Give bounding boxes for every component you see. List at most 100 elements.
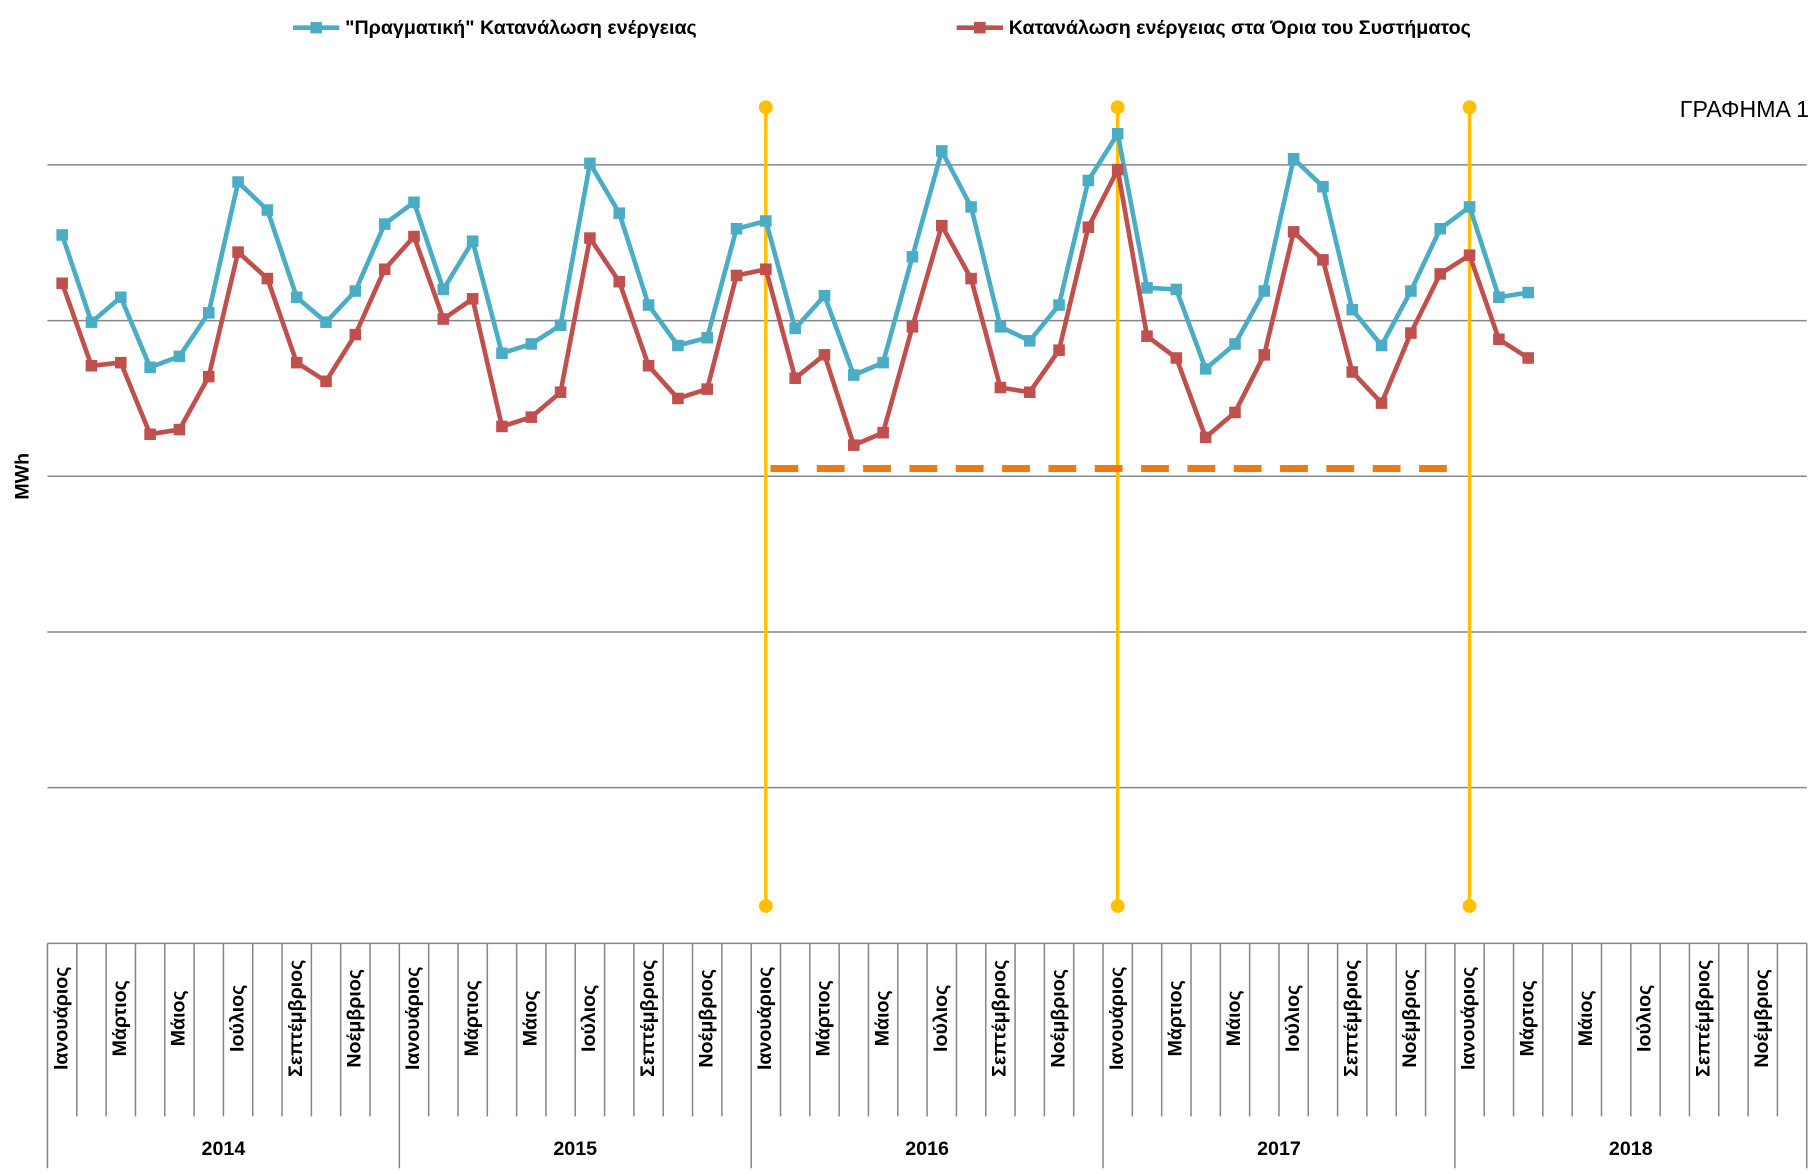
x-tick-label: Σεπτέμβριος: [285, 960, 307, 1077]
data-point: [994, 321, 1007, 333]
data-point: [408, 230, 420, 243]
data-point: [672, 339, 684, 352]
data-point: [935, 219, 948, 232]
data-point: [114, 356, 127, 369]
x-tick-label: Μάιος: [168, 990, 190, 1046]
x-tick-label: Μάιος: [1575, 990, 1597, 1046]
data-point: [1023, 386, 1036, 398]
data-point: [1229, 406, 1241, 419]
data-point: [730, 222, 743, 235]
x-tick-label: Μάρτιος: [109, 980, 131, 1056]
data-point: [1111, 128, 1124, 140]
data-point: [613, 207, 626, 219]
data-point: [1199, 363, 1212, 375]
data-point: [320, 375, 332, 388]
data-point: [232, 176, 244, 188]
data-point: [232, 246, 244, 258]
x-tick-label: Σεπτέμβριος: [989, 960, 1011, 1077]
data-point: [701, 383, 713, 395]
x-tick-label: Μάρτιος: [461, 980, 483, 1056]
data-point: [85, 316, 98, 328]
x-tick-label: Σεπτέμβριος: [1692, 960, 1714, 1077]
y-axis-label: MWh: [11, 453, 33, 500]
x-tick-label: Σεπτέμβριος: [1340, 960, 1362, 1077]
legend-label: "Πραγματική" Κατανάλωση ενέργειας: [345, 17, 697, 39]
data-point: [85, 359, 98, 372]
data-point: [994, 381, 1007, 394]
reference-end: [1462, 899, 1477, 913]
x-tick-label: Ιανουάριος: [402, 967, 424, 1070]
data-point: [1493, 291, 1505, 304]
reference-end: [1110, 899, 1125, 913]
x-tick-label: Σεπτέμβριος: [637, 960, 659, 1077]
data-point: [642, 359, 655, 372]
data-point: [760, 215, 772, 227]
data-point: [202, 307, 215, 319]
data-point: [202, 370, 215, 383]
data-point: [877, 426, 889, 439]
data-point: [1229, 338, 1241, 350]
legend-marker: [974, 21, 986, 34]
data-point: [965, 272, 977, 285]
data-point: [613, 275, 626, 288]
data-point: [965, 201, 977, 213]
data-point: [848, 369, 860, 381]
data-point: [1287, 226, 1300, 238]
x-tick-label: Ιανουάριος: [1458, 967, 1480, 1070]
data-point: [349, 328, 362, 341]
x-tick-label: Ιούλιος: [930, 985, 952, 1052]
data-point: [466, 235, 479, 247]
data-point: [408, 196, 420, 209]
data-point: [173, 350, 186, 363]
data-point: [437, 283, 450, 296]
data-point: [1141, 282, 1153, 294]
year-label: 2015: [553, 1138, 597, 1160]
data-point: [701, 331, 713, 344]
year-label: 2016: [905, 1138, 949, 1160]
data-point: [1053, 344, 1065, 356]
data-point: [760, 263, 772, 275]
data-point: [1258, 349, 1271, 361]
data-point: [554, 386, 567, 398]
year-label: 2018: [1609, 1138, 1653, 1160]
data-point: [1375, 397, 1388, 409]
x-tick-label: Μάιος: [871, 990, 893, 1046]
data-point: [320, 316, 332, 328]
data-point: [1082, 221, 1095, 233]
data-point: [290, 356, 303, 369]
x-tick-label: Νοέμβριος: [344, 969, 366, 1068]
data-point: [1082, 174, 1095, 187]
data-point: [1522, 352, 1534, 364]
data-point: [1405, 327, 1417, 339]
data-point: [496, 420, 508, 433]
data-point: [1346, 303, 1359, 316]
x-tick-label: Ιανουάριος: [1106, 967, 1128, 1070]
data-point: [1258, 285, 1271, 297]
data-point: [584, 157, 596, 170]
data-point: [1522, 286, 1534, 299]
data-point: [1493, 333, 1505, 346]
data-point: [378, 263, 391, 275]
data-point: [642, 299, 655, 311]
x-tick-label: Ιούλιος: [578, 985, 600, 1052]
year-label: 2014: [202, 1138, 246, 1160]
x-tick-label: Νοέμβριος: [1399, 969, 1421, 1068]
data-point: [1434, 222, 1447, 235]
reference-end: [758, 100, 773, 115]
x-tick-label: Μάιος: [519, 990, 541, 1046]
data-point: [672, 392, 684, 405]
data-point: [1463, 249, 1476, 261]
data-point: [877, 356, 889, 369]
data-point: [584, 232, 596, 244]
series-line: [59, 131, 1529, 378]
reference-end: [1110, 100, 1125, 115]
data-point: [496, 347, 508, 360]
x-tick-label: Ιούλιος: [226, 985, 248, 1052]
data-point: [261, 204, 274, 216]
data-point: [525, 338, 538, 350]
data-point: [730, 269, 743, 282]
data-point: [554, 319, 567, 332]
data-point: [114, 291, 127, 304]
